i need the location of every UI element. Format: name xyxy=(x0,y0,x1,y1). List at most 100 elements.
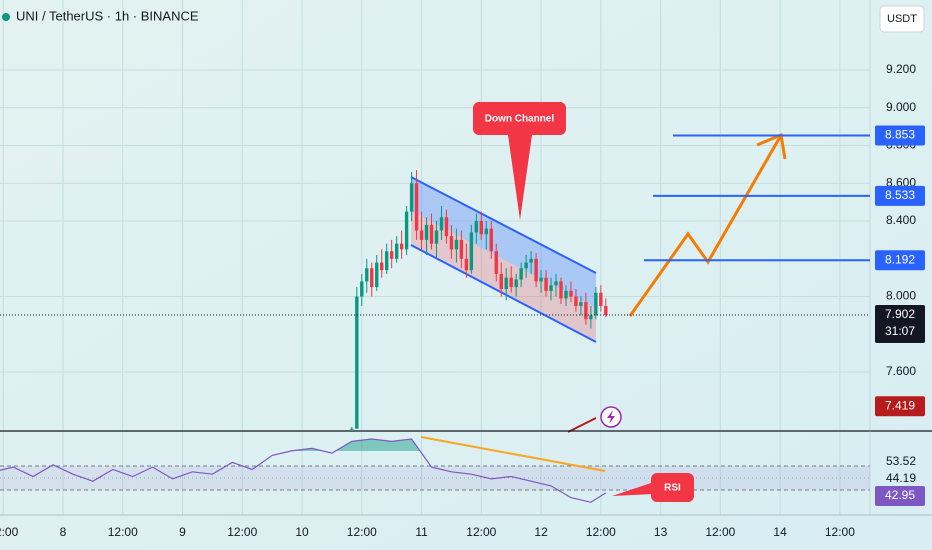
callout-box xyxy=(473,102,566,135)
rsi-axis-label: 53.52 xyxy=(886,454,916,468)
x-tick-label: 12:00 xyxy=(108,525,138,539)
candle-body xyxy=(474,221,479,233)
candle-body xyxy=(554,281,558,286)
x-tick-label: 12:00 xyxy=(227,525,257,539)
candle-body xyxy=(569,290,573,297)
candle-body xyxy=(519,268,523,280)
candle-body xyxy=(439,217,444,231)
x-tick-label: 12:00 xyxy=(705,525,735,539)
candle-body xyxy=(429,224,434,244)
candle-body xyxy=(524,262,528,269)
candle-body xyxy=(469,232,474,271)
y-tick-label: 7.600 xyxy=(886,364,916,378)
candle-body xyxy=(499,273,503,289)
candle-body xyxy=(494,251,498,274)
x-tick-label: 12 xyxy=(534,525,548,539)
currency: USDT xyxy=(887,13,917,25)
candle-body xyxy=(464,258,469,271)
projection-path xyxy=(628,136,782,317)
y-tick-label: 8.000 xyxy=(886,289,916,303)
channel-upper xyxy=(411,177,596,308)
annotation: Down Channel xyxy=(485,114,555,125)
annotation: RSI xyxy=(664,483,681,494)
candle-body xyxy=(534,258,538,282)
x-tick-label: 12:00 xyxy=(0,525,19,539)
x-tick-label: 12:00 xyxy=(586,525,616,539)
x-tick-label: 13 xyxy=(654,525,668,539)
candle-body xyxy=(360,281,364,297)
candle-body xyxy=(370,268,374,288)
candle-body xyxy=(365,268,369,282)
last-price-label: 7.902 xyxy=(885,307,915,321)
x-tick-label: 12:00 xyxy=(466,525,496,539)
rsi-line xyxy=(0,438,607,503)
candle-body xyxy=(599,292,603,306)
x-tick-label: 12:00 xyxy=(825,525,855,539)
candle-body xyxy=(355,296,359,429)
candle-body xyxy=(574,296,578,306)
x-tick-label: 9 xyxy=(179,525,186,539)
alert-price-label: 7.419 xyxy=(885,398,915,412)
candle-body xyxy=(539,277,543,282)
candle-body xyxy=(434,230,439,244)
candle-body xyxy=(564,290,568,299)
grid xyxy=(0,0,870,515)
candle-body xyxy=(409,183,414,212)
candle-body xyxy=(584,302,588,320)
rsi-axis-label: 44.19 xyxy=(886,471,916,485)
rsi-value-box xyxy=(875,486,925,506)
callout-pointer xyxy=(508,135,532,220)
currency-button[interactable] xyxy=(879,5,925,33)
x-tick-label: 12:00 xyxy=(347,525,377,539)
level-label: 8.533 xyxy=(885,188,915,202)
channel-bottom xyxy=(410,244,597,343)
alert-price-box xyxy=(875,396,925,417)
candle-body xyxy=(375,262,379,288)
price-axis: 7.6008.0008.4008.6008.8009.0009.2008.853… xyxy=(875,62,925,506)
callout-box xyxy=(651,473,694,502)
candle-body xyxy=(559,281,563,299)
countdown: 31:07 xyxy=(885,324,915,338)
callout-pointer xyxy=(612,482,654,496)
candle-body xyxy=(384,251,389,271)
candle-body xyxy=(544,277,548,291)
candle-body xyxy=(479,221,484,235)
chart-title: UNI / TetherUS · 1h · BINANCE xyxy=(16,8,199,23)
candle-body xyxy=(459,239,464,259)
y-tick-label: 8.400 xyxy=(886,213,916,227)
candle-body xyxy=(484,228,488,235)
candle-body xyxy=(514,279,518,288)
rsi-value-label: 42.95 xyxy=(885,488,915,502)
candle-body xyxy=(444,217,449,237)
candle-body xyxy=(350,428,354,430)
alert-line xyxy=(567,417,597,433)
candle-body xyxy=(594,292,598,316)
rsi-divergence xyxy=(420,436,606,472)
rsi-pane xyxy=(0,438,607,503)
y-tick-label: 9.000 xyxy=(886,100,916,114)
candle-body xyxy=(399,243,404,250)
candle-body xyxy=(454,239,459,250)
level-label-box xyxy=(875,125,925,146)
candle-body xyxy=(549,285,553,291)
candle-body xyxy=(414,183,419,231)
x-tick-label: 11 xyxy=(415,525,428,539)
candle-body xyxy=(449,236,454,250)
status-dot xyxy=(2,13,10,21)
level-label: 8.853 xyxy=(885,128,915,142)
candle-body xyxy=(589,315,593,320)
candle-body xyxy=(509,277,513,288)
level-label-box xyxy=(875,250,925,271)
channel-top xyxy=(410,176,597,274)
candle-body xyxy=(419,230,424,240)
alert-bolt xyxy=(607,410,615,424)
candle-body xyxy=(489,228,493,252)
price-pane xyxy=(350,170,608,430)
level-label: 8.192 xyxy=(885,252,915,266)
x-tick-label: 14 xyxy=(773,525,787,539)
candle-body xyxy=(604,305,608,316)
level-label-box xyxy=(875,185,925,206)
candle-body xyxy=(504,277,508,289)
candle-body xyxy=(389,251,394,259)
